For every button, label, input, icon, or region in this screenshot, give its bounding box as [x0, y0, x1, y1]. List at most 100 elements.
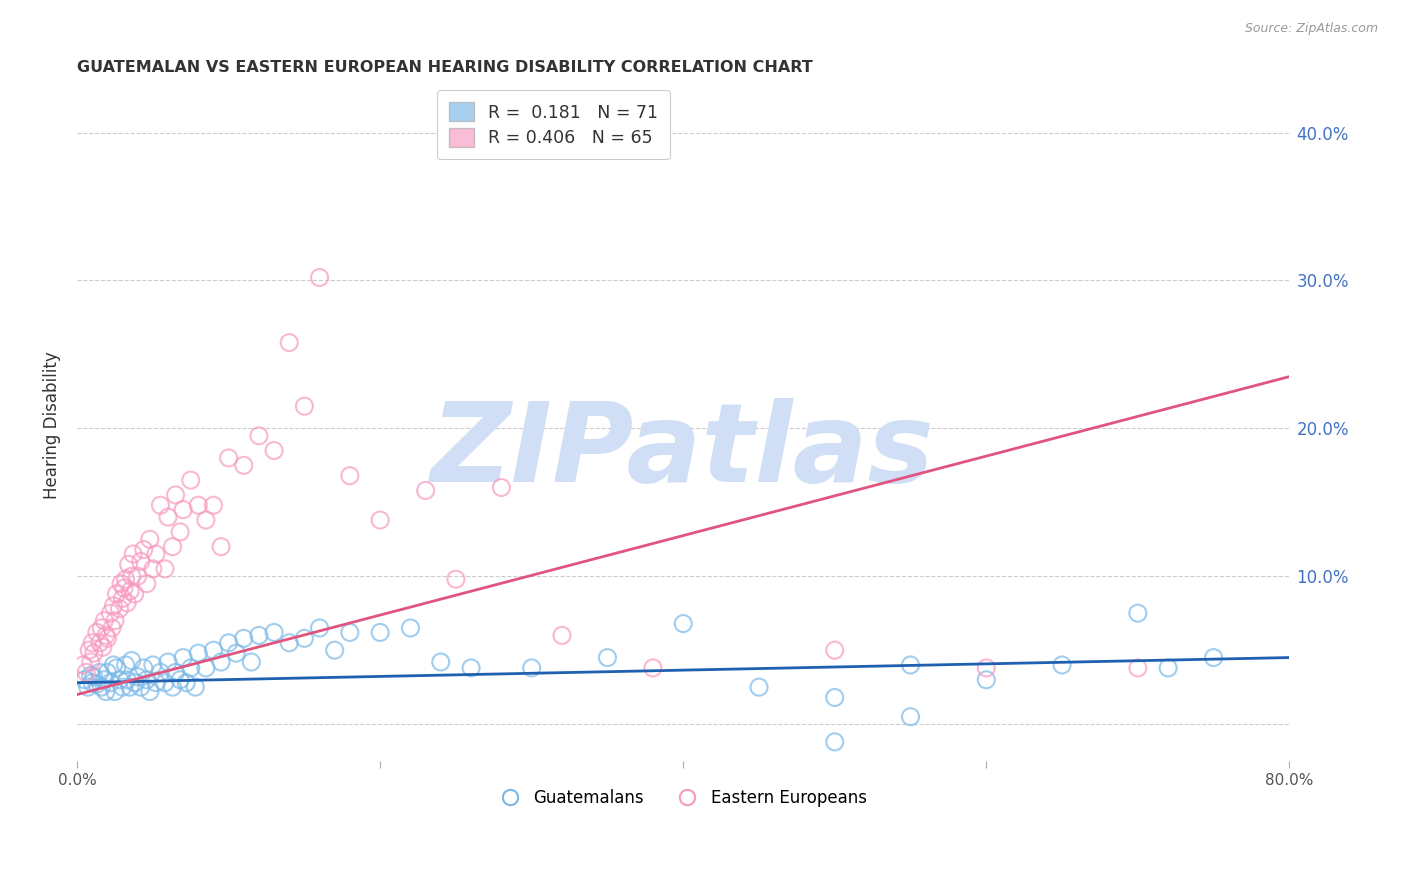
Point	[641, 661, 664, 675]
Point	[672, 616, 695, 631]
Point	[153, 562, 176, 576]
Point	[596, 650, 619, 665]
Point	[114, 657, 136, 672]
Point	[263, 625, 285, 640]
Point	[115, 596, 138, 610]
Point	[247, 628, 270, 642]
Point	[165, 488, 187, 502]
Point	[73, 673, 96, 687]
Point	[184, 680, 207, 694]
Point	[112, 581, 135, 595]
Point	[209, 655, 232, 669]
Point	[1050, 657, 1073, 672]
Point	[96, 632, 118, 646]
Point	[180, 661, 202, 675]
Point	[103, 657, 125, 672]
Point	[89, 636, 111, 650]
Point	[135, 576, 157, 591]
Point	[1126, 661, 1149, 675]
Point	[153, 675, 176, 690]
Point	[156, 655, 179, 669]
Point	[292, 399, 315, 413]
Point	[115, 673, 138, 687]
Point	[209, 540, 232, 554]
Point	[240, 655, 263, 669]
Point	[368, 513, 391, 527]
Point	[145, 547, 167, 561]
Point	[105, 661, 128, 675]
Point	[974, 673, 997, 687]
Point	[132, 661, 155, 675]
Point	[149, 665, 172, 680]
Point	[132, 542, 155, 557]
Point	[339, 625, 361, 640]
Text: GUATEMALAN VS EASTERN EUROPEAN HEARING DISABILITY CORRELATION CHART: GUATEMALAN VS EASTERN EUROPEAN HEARING D…	[77, 60, 813, 75]
Point	[108, 601, 131, 615]
Point	[83, 646, 105, 660]
Point	[80, 668, 103, 682]
Point	[1202, 650, 1225, 665]
Point	[72, 657, 94, 672]
Point	[90, 621, 112, 635]
Point	[218, 636, 240, 650]
Point	[90, 680, 112, 694]
Point	[93, 673, 115, 687]
Point	[82, 675, 104, 690]
Point	[105, 587, 128, 601]
Point	[114, 572, 136, 586]
Point	[86, 625, 108, 640]
Point	[83, 670, 105, 684]
Point	[145, 675, 167, 690]
Point	[124, 675, 146, 690]
Point	[135, 673, 157, 687]
Text: ZIPatlas: ZIPatlas	[432, 398, 935, 505]
Point	[100, 675, 122, 690]
Point	[110, 576, 132, 591]
Point	[139, 684, 162, 698]
Point	[111, 680, 134, 694]
Point	[129, 680, 152, 694]
Point	[82, 636, 104, 650]
Point	[399, 621, 422, 635]
Point	[124, 587, 146, 601]
Point	[551, 628, 574, 642]
Point	[101, 621, 124, 635]
Point	[94, 684, 117, 698]
Y-axis label: Hearing Disability: Hearing Disability	[44, 351, 60, 499]
Point	[415, 483, 437, 498]
Point	[142, 562, 165, 576]
Point	[225, 646, 247, 660]
Point	[339, 468, 361, 483]
Point	[162, 680, 184, 694]
Point	[247, 429, 270, 443]
Legend: Guatemalans, Eastern Europeans: Guatemalans, Eastern Europeans	[494, 782, 873, 814]
Point	[149, 498, 172, 512]
Point	[142, 657, 165, 672]
Point	[162, 540, 184, 554]
Point	[174, 675, 197, 690]
Point	[900, 709, 922, 723]
Point	[1126, 606, 1149, 620]
Point	[218, 450, 240, 465]
Point	[278, 636, 301, 650]
Point	[172, 502, 194, 516]
Point	[94, 628, 117, 642]
Point	[900, 657, 922, 672]
Point	[824, 643, 846, 657]
Point	[120, 584, 142, 599]
Point	[91, 640, 114, 655]
Point	[127, 670, 149, 684]
Point	[89, 665, 111, 680]
Point	[232, 632, 254, 646]
Point	[202, 643, 225, 657]
Point	[169, 673, 191, 687]
Point	[103, 599, 125, 613]
Point	[368, 625, 391, 640]
Point	[194, 513, 217, 527]
Point	[117, 558, 139, 572]
Point	[111, 591, 134, 606]
Point	[77, 643, 100, 657]
Point	[263, 443, 285, 458]
Point	[1157, 661, 1180, 675]
Point	[748, 680, 770, 694]
